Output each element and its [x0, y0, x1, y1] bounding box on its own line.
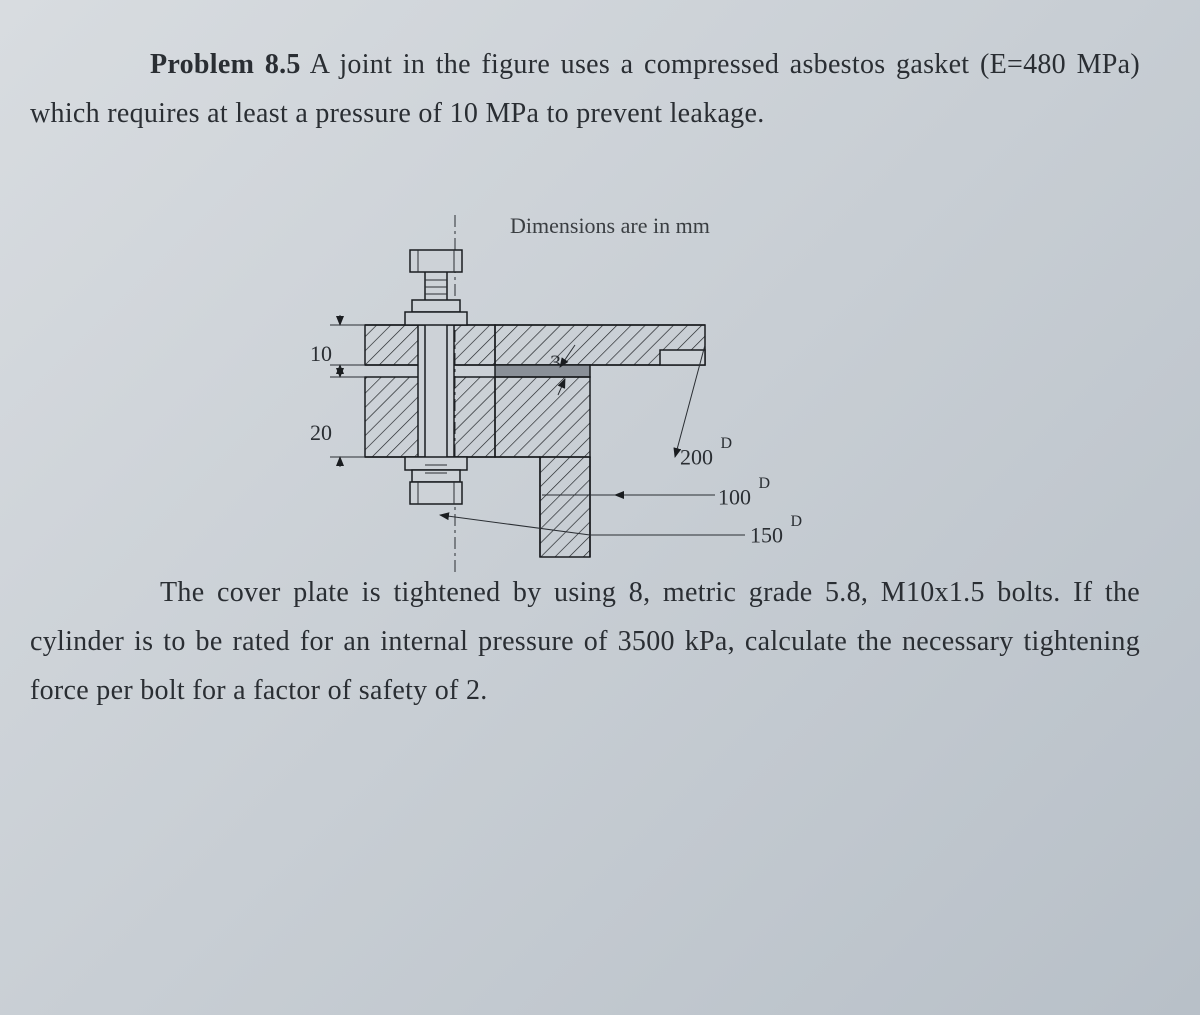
- problem-label: Problem 8.5: [150, 49, 301, 80]
- problem-paragraph-1: Problem 8.5 A joint in the figure uses a…: [30, 40, 1140, 138]
- page-content: Problem 8.5 A joint in the figure uses a…: [30, 40, 1140, 995]
- figure-svg: [280, 195, 900, 595]
- figure-area: Dimensions are in mm 10 20 3 200 D 100 D…: [280, 195, 900, 595]
